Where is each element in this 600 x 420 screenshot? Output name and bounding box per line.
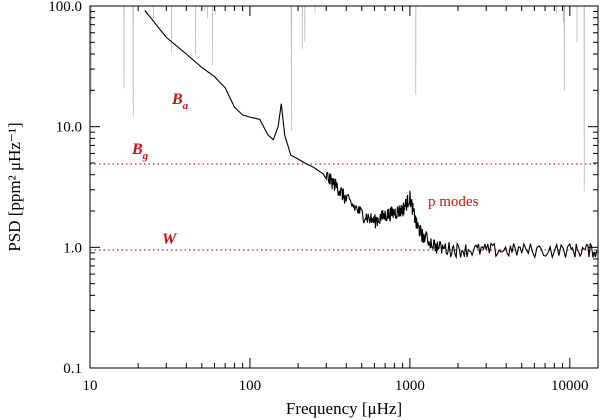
W-label: W (162, 231, 178, 248)
y-tick-label: 100.0 (48, 0, 82, 15)
y-tick-labels: 0.1 1.0 10.0 100.0 (48, 0, 82, 377)
x-tick-labels: 10 100 1000 10000 (83, 378, 589, 394)
axis-ticks (89, 5, 598, 369)
x-tick-label: 10000 (551, 378, 589, 394)
x-tick-label: 10 (83, 378, 98, 394)
y-tick-label: 1.0 (63, 240, 82, 256)
y-tick-label: 0.1 (63, 361, 82, 377)
axes-frame (89, 5, 599, 369)
x-tick-label: 1000 (395, 378, 425, 394)
x-tick-label: 100 (239, 378, 262, 394)
y-axis-label: PSD [ppm² μHz⁻¹] (5, 122, 24, 251)
x-axis-label: Frequency [μHz] (286, 399, 402, 418)
p-modes-label: p modes (428, 194, 479, 210)
raw-psd-series (90, 6, 585, 192)
smoothed-psd-series (144, 10, 598, 260)
y-tick-label: 10.0 (56, 120, 82, 136)
Bg-label: Bg (131, 141, 149, 162)
Ba-label: Ba (171, 91, 189, 112)
plot-area (90, 6, 598, 260)
